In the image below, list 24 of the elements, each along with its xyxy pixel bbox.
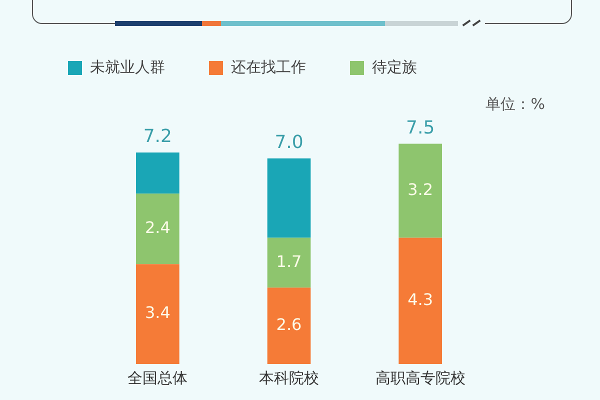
legend-label: 未就业人群 bbox=[90, 58, 165, 77]
bar bbox=[398, 238, 442, 364]
total-label: 7.0 bbox=[274, 132, 304, 154]
bar bbox=[267, 158, 311, 238]
bar bbox=[136, 264, 180, 364]
legend-label: 待定族 bbox=[372, 58, 417, 77]
bar bbox=[136, 194, 180, 264]
total-label: 7.5 bbox=[406, 117, 435, 138]
data-label: 3.2 bbox=[408, 180, 434, 199]
bar bbox=[267, 288, 311, 364]
data-label: 3.4 bbox=[144, 303, 170, 322]
data-label: 2.4 bbox=[144, 218, 170, 238]
x-tick-label: 本科院校 bbox=[259, 368, 319, 387]
x-tick-label: 全国总体 bbox=[128, 368, 188, 387]
text: 单位：% bbox=[486, 95, 545, 114]
data-label: 2.6 bbox=[276, 314, 302, 334]
legend-label: 还在找工作 bbox=[231, 58, 306, 77]
x-tick-label: 高职高专院校 bbox=[375, 368, 466, 387]
total-label: 7.2 bbox=[143, 126, 172, 148]
data-label: 1.7 bbox=[276, 252, 302, 271]
bar bbox=[136, 152, 180, 194]
data-label: 4.3 bbox=[408, 290, 434, 309]
bar bbox=[398, 144, 442, 238]
bar bbox=[267, 238, 311, 288]
